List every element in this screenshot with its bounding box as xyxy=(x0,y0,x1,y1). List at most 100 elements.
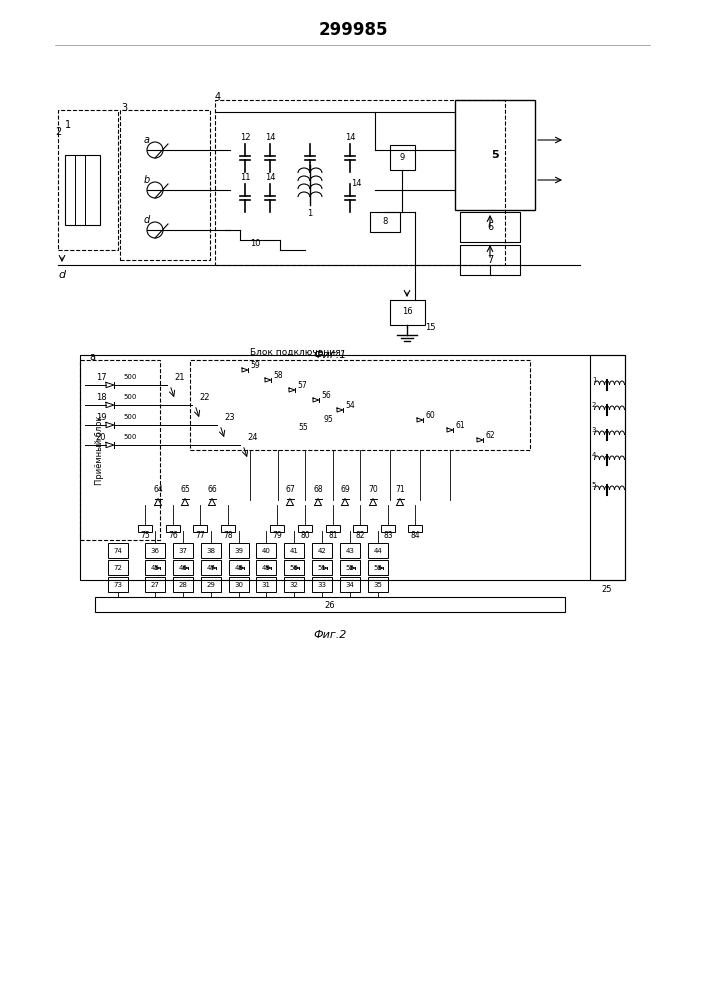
Bar xyxy=(190,360,530,450)
Text: 4: 4 xyxy=(592,452,596,458)
Text: 6: 6 xyxy=(487,222,493,232)
Bar xyxy=(215,100,505,265)
Bar xyxy=(368,560,388,575)
Text: 59: 59 xyxy=(250,360,260,369)
Text: 8: 8 xyxy=(382,218,387,227)
Text: 74: 74 xyxy=(114,548,122,554)
Bar xyxy=(353,524,367,532)
Bar xyxy=(284,560,304,575)
Text: 71: 71 xyxy=(395,486,405,494)
Text: 3: 3 xyxy=(121,103,127,113)
Text: 2: 2 xyxy=(592,402,596,408)
Bar xyxy=(340,560,360,575)
Text: 45: 45 xyxy=(151,565,159,571)
Text: 83: 83 xyxy=(383,532,393,540)
Text: 48: 48 xyxy=(235,565,243,571)
Text: 69: 69 xyxy=(340,486,350,494)
Text: 40: 40 xyxy=(262,548,271,554)
Bar xyxy=(326,524,340,532)
Text: 79: 79 xyxy=(272,532,282,540)
Text: 9: 9 xyxy=(399,153,404,162)
Bar xyxy=(229,543,249,558)
Bar xyxy=(256,560,276,575)
Bar xyxy=(145,543,165,558)
Text: 1: 1 xyxy=(592,377,596,383)
Text: 42: 42 xyxy=(317,548,327,554)
Bar xyxy=(201,577,221,592)
Bar xyxy=(229,560,249,575)
Bar xyxy=(173,543,193,558)
Bar xyxy=(95,597,565,612)
Text: 500: 500 xyxy=(123,394,136,400)
Bar xyxy=(80,360,160,540)
Bar xyxy=(284,577,304,592)
Text: 500: 500 xyxy=(123,414,136,420)
Bar xyxy=(390,300,425,325)
Text: 500: 500 xyxy=(123,374,136,380)
Bar xyxy=(201,543,221,558)
Text: 50: 50 xyxy=(290,565,298,571)
Bar xyxy=(284,543,304,558)
Bar xyxy=(138,524,152,532)
Text: 65: 65 xyxy=(180,486,190,494)
Bar xyxy=(58,110,118,250)
Text: b: b xyxy=(144,175,150,185)
Text: 75: 75 xyxy=(140,532,150,540)
Text: 299985: 299985 xyxy=(318,21,387,39)
Text: 56: 56 xyxy=(321,390,331,399)
Text: 17: 17 xyxy=(95,372,106,381)
Text: Фиг.2: Фиг.2 xyxy=(313,630,346,640)
Text: 2: 2 xyxy=(55,127,61,137)
Bar xyxy=(145,560,165,575)
Text: 43: 43 xyxy=(346,548,354,554)
Text: 61: 61 xyxy=(455,420,464,430)
Text: 34: 34 xyxy=(346,582,354,588)
Text: 14: 14 xyxy=(264,172,275,182)
Text: 21: 21 xyxy=(175,372,185,381)
Text: d: d xyxy=(144,215,150,225)
Text: 30: 30 xyxy=(235,582,243,588)
Bar xyxy=(108,543,128,558)
Text: 62: 62 xyxy=(485,430,495,440)
Bar xyxy=(256,543,276,558)
Text: 52: 52 xyxy=(346,565,354,571)
Text: d: d xyxy=(59,270,66,280)
Text: 11: 11 xyxy=(240,172,250,182)
Text: 4: 4 xyxy=(215,92,221,102)
Text: 20: 20 xyxy=(95,432,106,442)
Text: 76: 76 xyxy=(168,532,178,540)
Bar xyxy=(312,577,332,592)
Text: 66: 66 xyxy=(207,486,217,494)
Text: 49: 49 xyxy=(262,565,271,571)
Text: 14: 14 xyxy=(351,180,361,188)
Text: 14: 14 xyxy=(345,132,355,141)
Text: 54: 54 xyxy=(345,400,355,410)
Text: 15: 15 xyxy=(425,324,436,332)
Text: 1: 1 xyxy=(65,120,71,130)
Text: 7: 7 xyxy=(487,255,493,265)
Text: 14: 14 xyxy=(264,132,275,141)
Bar xyxy=(108,577,128,592)
Bar xyxy=(80,355,625,580)
Text: 55: 55 xyxy=(298,422,308,432)
Text: 1: 1 xyxy=(308,209,312,218)
Bar xyxy=(368,543,388,558)
Text: 80: 80 xyxy=(300,532,310,540)
Text: 81: 81 xyxy=(328,532,338,540)
Text: 44: 44 xyxy=(373,548,382,554)
Text: Фиг.1: Фиг.1 xyxy=(313,350,346,360)
Text: 38: 38 xyxy=(206,548,216,554)
Bar xyxy=(201,560,221,575)
Text: Приёмный блок: Приёмный блок xyxy=(95,415,105,485)
Text: 84: 84 xyxy=(410,532,420,540)
Text: 37: 37 xyxy=(178,548,187,554)
Bar xyxy=(370,212,400,232)
Bar xyxy=(460,245,520,275)
Text: 47: 47 xyxy=(206,565,216,571)
Text: 72: 72 xyxy=(114,565,122,571)
Bar xyxy=(455,100,535,210)
Bar xyxy=(312,560,332,575)
Text: 500: 500 xyxy=(123,434,136,440)
Bar xyxy=(408,524,422,532)
Text: 58: 58 xyxy=(273,370,283,379)
